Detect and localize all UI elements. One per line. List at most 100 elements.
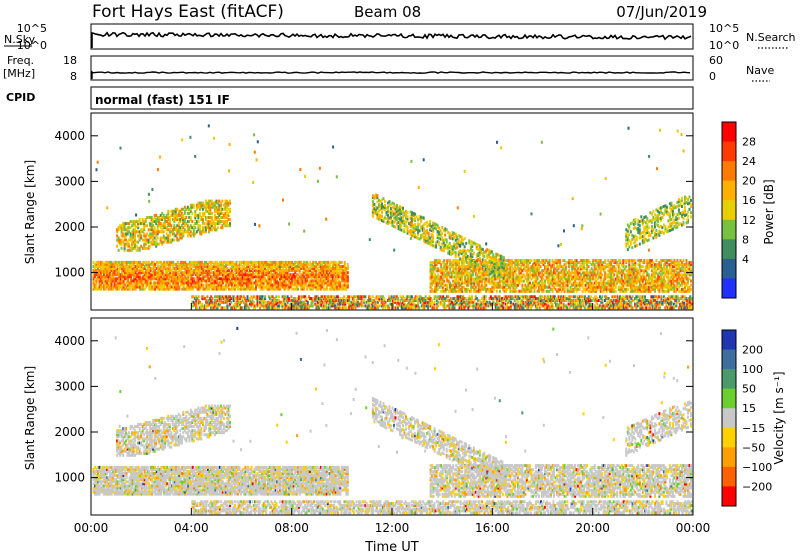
echo-cell bbox=[116, 265, 119, 268]
echo-cell bbox=[252, 283, 254, 287]
echo-cell bbox=[449, 297, 452, 301]
echo-cell bbox=[340, 260, 343, 264]
echo-cell bbox=[187, 277, 190, 281]
echo-cell bbox=[157, 265, 160, 268]
echo-cell bbox=[196, 277, 199, 281]
echo-cell bbox=[304, 265, 307, 268]
echo-cell bbox=[181, 283, 184, 287]
echo-cell bbox=[140, 279, 143, 283]
echo-cell bbox=[316, 285, 319, 289]
echo-cell bbox=[167, 262, 170, 266]
echo-cell bbox=[241, 285, 244, 289]
echo-cell bbox=[264, 262, 267, 266]
echo-cell bbox=[98, 273, 101, 277]
echo-cell bbox=[128, 285, 131, 289]
echo-cell bbox=[513, 299, 516, 302]
echo-cell bbox=[217, 273, 220, 277]
echo-cell bbox=[292, 283, 295, 287]
echo-cell bbox=[158, 275, 161, 279]
echo-cell bbox=[143, 287, 146, 291]
echo-cell bbox=[232, 262, 235, 266]
echo-cell bbox=[690, 261, 692, 265]
echo-cell bbox=[95, 262, 98, 266]
echo-cell bbox=[303, 269, 306, 273]
echo-cell bbox=[276, 283, 279, 287]
echo-cell bbox=[309, 265, 312, 268]
echo-cell bbox=[104, 275, 107, 279]
echo-cell bbox=[100, 275, 102, 279]
echo-cell bbox=[188, 265, 191, 268]
echo-cell bbox=[139, 262, 142, 266]
echo-cell bbox=[190, 265, 193, 268]
echo-cell bbox=[268, 281, 271, 285]
echo-cell bbox=[246, 267, 248, 270]
echo-cell bbox=[113, 285, 116, 289]
echo-cell bbox=[294, 279, 297, 283]
echo-cell bbox=[193, 260, 196, 264]
echo-cell bbox=[119, 277, 122, 281]
echo-cell bbox=[443, 259, 446, 263]
echo-cell bbox=[160, 262, 163, 266]
echo-cell bbox=[265, 287, 268, 291]
echo-cell bbox=[253, 265, 256, 268]
echo-cell bbox=[173, 279, 176, 283]
echo-cell bbox=[306, 260, 309, 264]
echo-cell bbox=[169, 281, 172, 285]
echo-cell bbox=[119, 265, 122, 268]
echo-cell bbox=[113, 281, 116, 285]
echo-cell bbox=[276, 287, 279, 291]
echo-cell bbox=[214, 260, 217, 264]
echo-cell bbox=[300, 279, 303, 283]
echo-cell bbox=[163, 281, 166, 285]
echo-cell bbox=[164, 277, 167, 281]
echo-cell bbox=[289, 277, 292, 281]
echo-cell bbox=[238, 269, 241, 273]
echo-cell bbox=[178, 267, 181, 270]
echo-cell bbox=[327, 273, 330, 277]
echo-cell bbox=[294, 267, 297, 270]
echo-cell bbox=[471, 295, 473, 299]
echo-cell bbox=[234, 269, 236, 273]
echo-cell bbox=[166, 283, 169, 287]
echo-cell bbox=[241, 283, 244, 287]
station-title: Fort Hays East (fitACF) bbox=[92, 2, 284, 22]
echo-cell bbox=[309, 267, 312, 270]
echo-cell bbox=[218, 287, 221, 291]
echo-cell bbox=[286, 277, 289, 281]
echo-cell bbox=[223, 260, 226, 264]
echo-cell bbox=[208, 269, 211, 273]
echo-cell bbox=[121, 269, 124, 273]
echo-cell bbox=[116, 285, 119, 289]
echo-cell bbox=[131, 273, 134, 277]
echo-cell bbox=[655, 259, 658, 263]
echo-cell bbox=[247, 287, 250, 291]
echo-cell bbox=[231, 260, 233, 264]
echo-cell bbox=[298, 277, 301, 281]
echo-cell bbox=[336, 295, 339, 299]
echo-cell bbox=[194, 283, 197, 287]
echo-cell bbox=[148, 287, 151, 291]
echo-cell bbox=[321, 267, 324, 270]
echo-cell bbox=[139, 281, 142, 285]
echo-cell bbox=[327, 269, 330, 273]
echo-cell bbox=[321, 273, 324, 277]
echo-cell bbox=[164, 262, 167, 266]
echo-cell bbox=[261, 269, 264, 273]
echo-cell bbox=[164, 283, 167, 287]
echo-cell bbox=[173, 285, 176, 289]
echo-cell bbox=[274, 306, 277, 310]
echo-cell bbox=[228, 287, 230, 291]
echo-cell bbox=[298, 281, 301, 285]
freq-tick-bottom: 8 bbox=[70, 70, 77, 83]
echo-cell bbox=[614, 289, 617, 293]
echo-cell bbox=[170, 285, 173, 289]
echo-cell bbox=[295, 287, 298, 291]
echo-cell bbox=[283, 275, 286, 279]
echo-cell bbox=[238, 271, 241, 275]
echo-cell bbox=[181, 260, 184, 264]
echo-cell bbox=[252, 271, 254, 275]
echo-cell bbox=[339, 306, 342, 310]
echo-cell bbox=[160, 283, 163, 287]
echo-cell bbox=[250, 287, 253, 291]
echo-cell bbox=[169, 265, 172, 268]
